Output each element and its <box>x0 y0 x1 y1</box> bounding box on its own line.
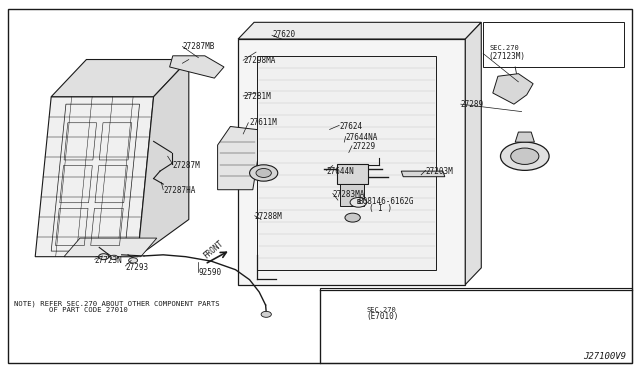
Polygon shape <box>515 132 534 142</box>
Bar <box>238 39 465 285</box>
Text: SEC.270: SEC.270 <box>490 45 519 51</box>
Polygon shape <box>64 238 157 257</box>
Polygon shape <box>401 171 445 177</box>
Circle shape <box>250 165 278 181</box>
Text: (E7010): (E7010) <box>366 312 399 321</box>
Text: 27287HA: 27287HA <box>163 186 196 195</box>
Polygon shape <box>51 60 189 97</box>
Polygon shape <box>218 126 262 190</box>
Bar <box>320 288 632 363</box>
Polygon shape <box>35 97 154 257</box>
Text: 92590: 92590 <box>198 268 221 277</box>
Text: 27289: 27289 <box>461 100 484 109</box>
Text: 27620: 27620 <box>272 30 295 39</box>
Polygon shape <box>493 74 533 104</box>
Text: 27723N: 27723N <box>95 256 122 265</box>
Polygon shape <box>138 60 189 257</box>
Text: 27298MA: 27298MA <box>243 56 276 65</box>
Text: ( I ): ( I ) <box>369 204 392 213</box>
Bar <box>257 56 436 270</box>
Text: 27203M: 27203M <box>426 167 453 176</box>
Polygon shape <box>340 184 364 206</box>
Polygon shape <box>465 22 481 285</box>
Circle shape <box>500 142 549 170</box>
Circle shape <box>261 311 271 317</box>
Text: 27624: 27624 <box>339 122 362 131</box>
Text: 27281M: 27281M <box>243 92 271 101</box>
Text: 27288M: 27288M <box>255 212 282 221</box>
Text: OF PART CODE 27010: OF PART CODE 27010 <box>14 307 128 313</box>
Circle shape <box>345 213 360 222</box>
Text: 27611M: 27611M <box>250 118 277 127</box>
Circle shape <box>110 255 118 260</box>
Text: NOTE) REFER SEC.270 ABOUT OTHER COMPONENT PARTS: NOTE) REFER SEC.270 ABOUT OTHER COMPONEN… <box>14 301 220 307</box>
Circle shape <box>350 198 367 207</box>
Text: 27644N: 27644N <box>326 167 354 176</box>
Text: SEC.270: SEC.270 <box>366 307 396 312</box>
Polygon shape <box>337 164 368 184</box>
Polygon shape <box>238 22 481 39</box>
Text: J27100V9: J27100V9 <box>583 352 626 361</box>
Text: FRONT: FRONT <box>202 239 225 260</box>
Text: 27283MA: 27283MA <box>333 190 365 199</box>
Circle shape <box>99 254 109 260</box>
Text: 27644NA: 27644NA <box>346 133 378 142</box>
Circle shape <box>256 169 271 177</box>
Text: 27229: 27229 <box>352 142 375 151</box>
Polygon shape <box>170 56 224 78</box>
Circle shape <box>511 148 539 164</box>
Text: B08146-6162G: B08146-6162G <box>358 197 414 206</box>
Text: 27293: 27293 <box>125 263 148 272</box>
Text: 27287M: 27287M <box>173 161 200 170</box>
Text: 27287MB: 27287MB <box>182 42 215 51</box>
Text: B: B <box>356 199 360 205</box>
Text: (27123M): (27123M) <box>488 52 525 61</box>
Circle shape <box>129 258 138 263</box>
Bar <box>483 22 624 67</box>
